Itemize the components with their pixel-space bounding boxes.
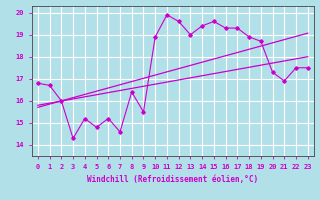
X-axis label: Windchill (Refroidissement éolien,°C): Windchill (Refroidissement éolien,°C): [87, 175, 258, 184]
